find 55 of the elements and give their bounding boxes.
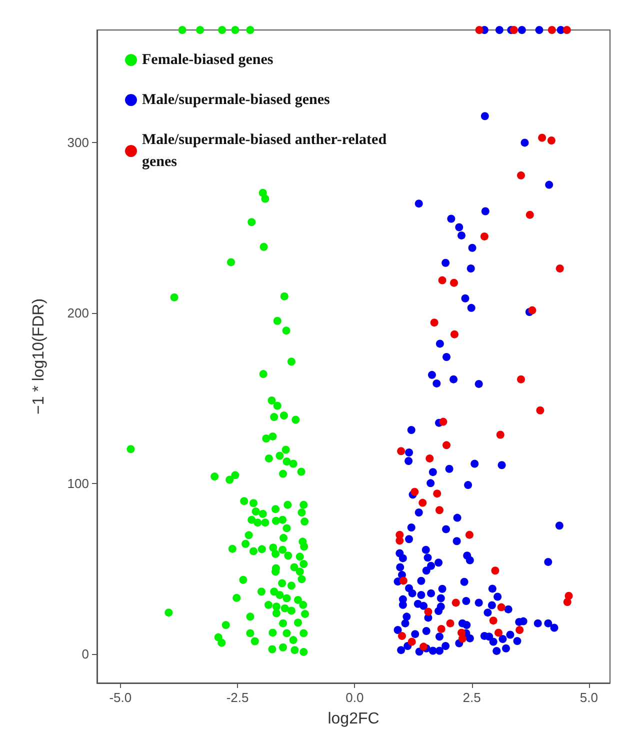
y-tick-label: 300 bbox=[67, 135, 89, 150]
x-tick-label: 0.0 bbox=[346, 690, 364, 705]
point bbox=[420, 642, 428, 651]
point bbox=[528, 306, 536, 314]
x-axis-title: log2FC bbox=[328, 710, 380, 728]
point bbox=[424, 608, 432, 616]
legend-label: Female-biased genes bbox=[142, 52, 274, 68]
point bbox=[398, 632, 406, 640]
point bbox=[450, 330, 458, 338]
point bbox=[516, 626, 524, 634]
point bbox=[442, 441, 450, 450]
point bbox=[452, 598, 460, 607]
point bbox=[408, 638, 416, 646]
point bbox=[548, 26, 556, 34]
point bbox=[494, 628, 502, 637]
point bbox=[410, 488, 419, 496]
point bbox=[516, 171, 525, 180]
point bbox=[547, 136, 556, 144]
point bbox=[538, 134, 546, 142]
point bbox=[437, 624, 446, 633]
x-tick-label: 5.0 bbox=[580, 690, 598, 705]
point bbox=[396, 536, 404, 545]
point bbox=[418, 498, 427, 507]
point bbox=[563, 598, 572, 606]
point bbox=[450, 278, 458, 287]
x-tick-label: -5.0 bbox=[109, 690, 132, 705]
point bbox=[491, 566, 500, 575]
point bbox=[496, 430, 504, 439]
y-axis-title: −1 * log10(FDR) bbox=[30, 298, 48, 415]
point bbox=[433, 490, 442, 498]
legend-label: Male/supermale-biased anther-related genes bbox=[142, 132, 388, 170]
point bbox=[510, 26, 518, 34]
point bbox=[556, 264, 564, 273]
point bbox=[497, 603, 506, 612]
point bbox=[438, 276, 446, 284]
x-tick-label: -2.5 bbox=[226, 690, 249, 705]
point bbox=[435, 506, 444, 514]
x-tick-label: 2.5 bbox=[462, 690, 481, 705]
point bbox=[465, 530, 474, 539]
point bbox=[397, 447, 406, 456]
point bbox=[430, 318, 438, 327]
point bbox=[426, 454, 434, 462]
point bbox=[516, 375, 525, 384]
y-tick-label: 200 bbox=[67, 306, 89, 321]
legend-label: Male/supermale-biased genes bbox=[142, 92, 330, 108]
point bbox=[536, 406, 544, 414]
y-tick-label: 100 bbox=[67, 476, 89, 492]
point bbox=[480, 232, 488, 240]
point bbox=[526, 210, 534, 219]
point bbox=[439, 418, 448, 426]
y-tick-label: 0 bbox=[82, 646, 89, 662]
point bbox=[475, 26, 484, 34]
point bbox=[562, 26, 571, 34]
point bbox=[446, 619, 454, 628]
point bbox=[489, 616, 498, 625]
